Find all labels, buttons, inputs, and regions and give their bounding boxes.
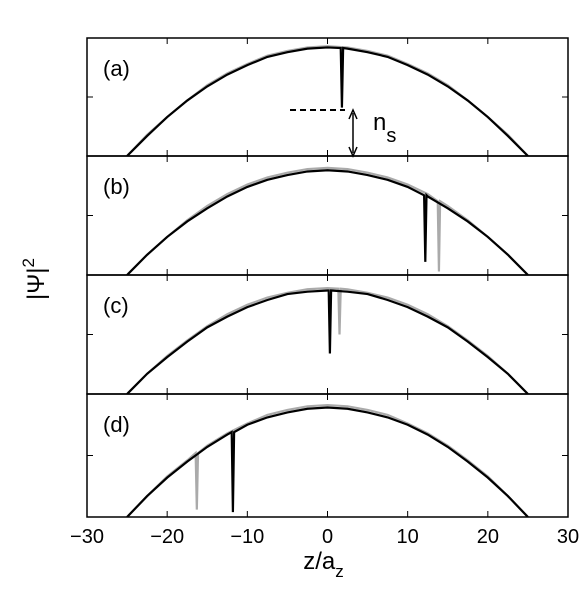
profile-line (126, 46, 529, 156)
annotation-text: n (373, 109, 386, 136)
panel-label: (a) (103, 56, 130, 81)
x-tick-label: −20 (150, 526, 184, 548)
x-tick-label: −30 (70, 526, 104, 548)
x-tick-label: −10 (230, 526, 264, 548)
x-axis-label: z/az (303, 548, 344, 581)
profile-line (126, 166, 529, 275)
panel-frame (86, 37, 569, 157)
panel-label: (c) (103, 293, 129, 318)
panel-frame (86, 393, 569, 518)
panel-label: (d) (103, 412, 130, 437)
profile-line (126, 289, 529, 394)
x-label-text: z/a (303, 548, 336, 575)
profile-line (126, 406, 529, 517)
annotation: ns (373, 109, 396, 147)
panel-frame (86, 274, 569, 395)
panel-frame (86, 155, 569, 276)
y-label-text: |Ψ| (23, 267, 50, 300)
y-axis-label: |Ψ|2 (19, 258, 50, 300)
x-tick-label: 0 (322, 526, 333, 548)
x-tick-label: 30 (557, 526, 579, 548)
x-tick-label: 20 (477, 526, 499, 548)
profile-line (126, 169, 529, 275)
x-tick-label: 10 (397, 526, 419, 548)
annotation-sub: s (386, 125, 396, 147)
panel-label: (b) (103, 174, 130, 199)
x-label-sub: z (335, 562, 344, 581)
y-label-sup: 2 (19, 258, 38, 267)
